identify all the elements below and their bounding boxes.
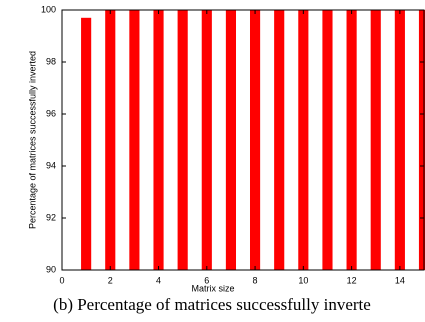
x-tick-label: 6 (204, 275, 209, 285)
bar (346, 10, 357, 270)
y-axis-label: Percentage of matrices successfully inve… (27, 51, 37, 229)
bar (81, 17, 92, 270)
plot-frame (61, 9, 425, 271)
y-tick-label: 96 (46, 108, 56, 118)
bar (274, 10, 285, 270)
bar (129, 10, 140, 270)
caption: (b) Percentage of matrices successfully … (53, 295, 371, 314)
bar (105, 10, 116, 270)
x-axis-label: Matrix size (191, 283, 234, 293)
y-tick-label: 94 (46, 160, 56, 170)
bar (225, 10, 237, 270)
x-tick-label: 4 (156, 275, 161, 285)
y-tick-label: 90 (46, 264, 56, 274)
y-tick-label: 100 (41, 4, 56, 14)
x-tick-label: 10 (298, 275, 308, 285)
y-tick-label: 92 (46, 212, 56, 222)
x-tick-label: 8 (253, 275, 258, 285)
x-tick-label: 0 (59, 275, 64, 285)
y-tick-label: 98 (46, 56, 56, 66)
bar (322, 10, 333, 270)
x-tick-label: 2 (108, 275, 113, 285)
bar (298, 10, 309, 270)
bar (177, 10, 188, 270)
x-tick-label: 12 (347, 275, 357, 285)
x-tick-label: 14 (395, 275, 405, 285)
bar (394, 10, 405, 270)
bar (249, 10, 261, 270)
bar (201, 10, 212, 270)
bar (418, 10, 425, 270)
bar (153, 10, 164, 270)
bar (370, 10, 381, 270)
